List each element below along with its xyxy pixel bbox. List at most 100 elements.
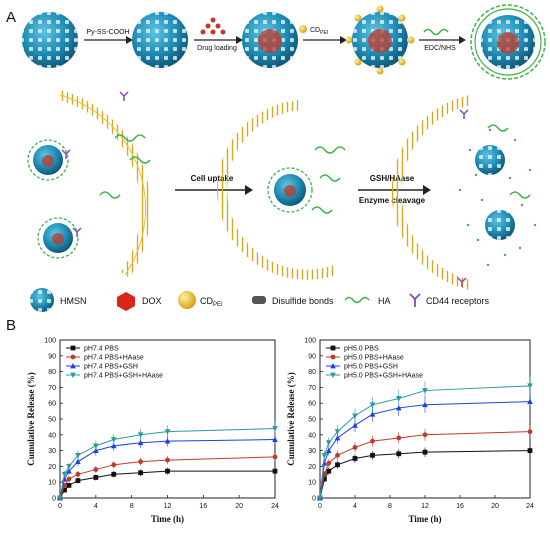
data-point: [137, 432, 144, 438]
cell-membrane-3: [391, 95, 472, 290]
label-edc-nhs: EDC/NHS: [424, 45, 456, 52]
data-point: [110, 442, 117, 449]
legend-label: pH5.0 PBS+GSH: [344, 364, 398, 371]
data-point: [352, 456, 358, 461]
data-point: [321, 452, 328, 459]
y-tick-label: 90: [48, 353, 56, 360]
data-point: [352, 413, 358, 419]
data-point: [326, 460, 332, 466]
data-point: [527, 429, 533, 435]
hmsn-sphere-2: [132, 12, 188, 68]
data-point: [369, 411, 376, 417]
y-tick-label: 50: [308, 417, 316, 424]
released-nanoparticle-b: [485, 210, 515, 240]
drug-dots-icon: [200, 17, 226, 35]
y-tick-label: 90: [308, 353, 316, 360]
data-point: [66, 482, 72, 488]
data-point: [370, 438, 375, 444]
cell-membrane-2: [217, 100, 337, 280]
x-tick-label: 8: [388, 503, 392, 510]
cd44-receptor-icon: [457, 109, 469, 287]
data-point: [272, 426, 278, 432]
legend-marker: [70, 372, 76, 378]
ha-wave-icon: [423, 28, 449, 36]
legend-label: pH7.4 PBS+GSH+HAase: [84, 373, 163, 380]
legend-label: pH5.0 PBS: [344, 346, 379, 353]
series-3: [317, 376, 533, 501]
released-nanoparticle-a: [475, 145, 505, 175]
legend-cd44: CD44 receptors: [409, 293, 490, 307]
cd-pei-icon: [178, 291, 196, 309]
data-point: [326, 468, 332, 474]
y-tick-label: 20: [308, 464, 316, 471]
y-tick-label: 80: [308, 369, 316, 376]
data-point: [66, 464, 72, 470]
legend-disulfide-label: Disulfide bonds: [272, 296, 334, 306]
legend-label: pH7.4 PBS+GSH: [84, 364, 138, 371]
nanoparticle-cell2: [267, 167, 313, 213]
y-tick-label: 40: [48, 432, 56, 439]
data-point: [75, 452, 81, 459]
data-point: [165, 468, 170, 474]
series-2: [317, 393, 533, 501]
legend-marker: [330, 363, 336, 369]
released-drug-dots: [458, 128, 537, 267]
data-point: [422, 401, 428, 408]
legend-hmsn: HMSN: [30, 288, 87, 312]
legend-label: pH5.0 PBS+GSH+HAase: [344, 373, 423, 380]
legend-label: pH5.0 PBS+HAase: [344, 355, 404, 362]
y-tick-label: 100: [304, 338, 316, 345]
y-tick-label: 0: [312, 496, 316, 503]
ha-coated-nanoparticle: [470, 4, 546, 80]
cd-icon: [299, 25, 307, 33]
data-point: [317, 495, 323, 501]
legend-ha: HA: [344, 296, 391, 306]
hmsn-sphere-1: [22, 12, 78, 68]
data-point: [93, 475, 99, 480]
label-cd: CDPEI: [310, 27, 328, 36]
y-axis-label: Cumulative Release (%): [26, 372, 36, 465]
data-point: [93, 443, 99, 449]
data-point: [396, 451, 402, 457]
data-point: [422, 388, 428, 394]
nanoparticle-cell1-a: [27, 139, 69, 181]
disulfide-icon: [252, 296, 266, 304]
cell-membrane-1: [58, 90, 151, 278]
data-point: [272, 436, 278, 442]
arrow-cd: [303, 36, 347, 44]
y-tick-label: 20: [48, 464, 56, 471]
data-point: [422, 449, 428, 455]
label-cell-uptake: Cell uptake: [191, 174, 234, 183]
series-line: [319, 431, 531, 499]
data-point: [352, 422, 358, 428]
x-tick-label: 4: [353, 503, 357, 510]
data-point: [334, 429, 341, 435]
data-point: [527, 398, 533, 405]
x-tick-label: 16: [456, 503, 464, 510]
cd44-receptor-icon: [61, 91, 129, 237]
y-tick-label: 0: [52, 496, 56, 503]
label-gsh-haase: GSH/HAase: [370, 174, 415, 183]
legend-ha-label: HA: [378, 296, 391, 306]
data-point: [57, 495, 63, 501]
hmsn-sphere-3: [242, 12, 298, 68]
arrow-py: [84, 36, 133, 44]
release-chart-ph74: 0 10 20 30 40 50 60 70 80 90 100 0 4 8 12 16 20 24 Time (h…: [26, 338, 279, 525]
cd44-icon: [409, 293, 421, 307]
y-tick-label: 70: [308, 385, 316, 392]
y-tick-label: 60: [48, 401, 56, 408]
legend-marker: [330, 354, 336, 360]
data-point: [272, 454, 278, 460]
x-tick-label: 4: [94, 503, 98, 510]
ha-strands-cell1: [99, 134, 151, 199]
legend-label: pH7.4 PBS: [84, 346, 119, 353]
y-tick-label: 30: [48, 448, 56, 455]
legend-marker: [330, 345, 336, 351]
x-tick-label: 20: [491, 503, 499, 510]
series-1: [317, 425, 533, 501]
ha-strands-cell3: [487, 124, 531, 199]
y-tick-label: 80: [48, 369, 56, 376]
arrow-cell-uptake: [175, 185, 253, 195]
data-point: [111, 462, 117, 468]
